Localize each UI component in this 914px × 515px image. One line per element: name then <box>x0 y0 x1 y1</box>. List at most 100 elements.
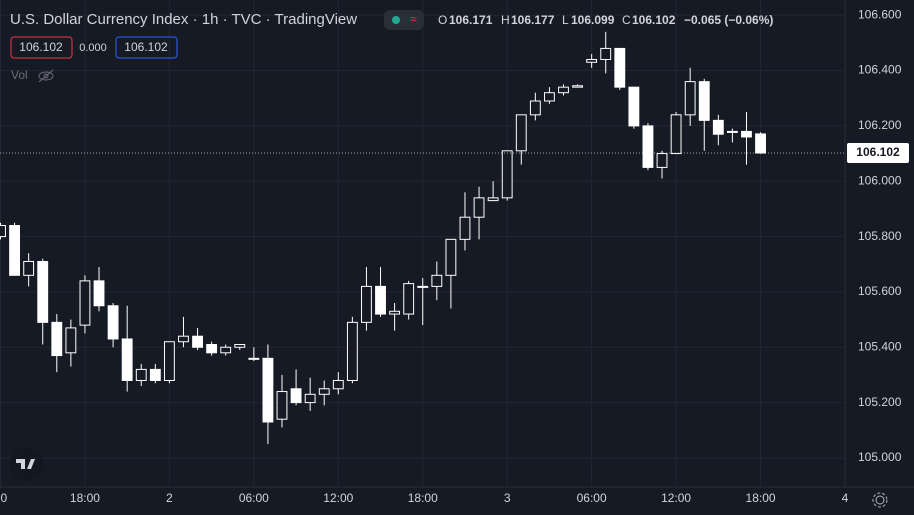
candle-body <box>23 260 35 276</box>
x-tick-label: 06:00 <box>577 491 607 505</box>
x-tick-label: 12:00 <box>661 491 691 505</box>
candle-body <box>304 393 316 404</box>
x-tick-label: 18:00 <box>746 491 776 505</box>
candle-body <box>572 85 584 88</box>
h-label: H <box>501 13 510 27</box>
candle-body <box>628 86 640 127</box>
volume-label: Vol <box>11 68 28 82</box>
candle-body <box>459 216 471 240</box>
candle-body <box>361 285 372 323</box>
candle-body <box>332 379 344 390</box>
candle-body <box>0 225 6 238</box>
candle-body <box>741 130 752 138</box>
candle-body <box>192 335 203 348</box>
y-tick-label: 106.200 <box>858 118 902 132</box>
candle-body <box>543 92 555 102</box>
candle-body <box>389 310 401 315</box>
candle-body <box>614 47 626 88</box>
last-price-box <box>847 143 909 164</box>
candle-body <box>93 280 105 307</box>
hide-icon[interactable] <box>38 69 54 83</box>
y-tick-label: 105.200 <box>858 395 902 409</box>
x-tick-label: 2 <box>166 491 173 505</box>
o-label: O <box>438 13 447 27</box>
candle-body <box>276 391 288 420</box>
x-tick-label: 06:00 <box>239 491 269 505</box>
candle-body <box>318 388 330 395</box>
l-label: L <box>562 13 569 27</box>
spread-value: 0.000 <box>79 42 107 54</box>
candle-body <box>487 197 499 202</box>
bid-badge[interactable] <box>10 36 73 59</box>
y-tick-label: 106.600 <box>858 7 902 21</box>
tv-logo[interactable] <box>10 447 44 481</box>
candle-body <box>346 321 358 381</box>
candle-body <box>163 341 175 381</box>
candle-body <box>375 285 386 315</box>
candle-body <box>206 343 218 354</box>
o-value: 106.171 <box>449 13 493 27</box>
x-tick-label: 3 <box>504 491 511 505</box>
candle-body <box>9 225 21 276</box>
chart-title: U.S. Dollar Currency Index · 1h · TVC · … <box>10 11 357 28</box>
h-value: 106.177 <box>511 13 555 27</box>
candle-body <box>403 283 415 315</box>
c-value: 106.102 <box>632 13 676 27</box>
grid <box>0 0 846 487</box>
x-tick-label: 18:00 <box>70 491 100 505</box>
candle-body <box>149 368 161 381</box>
candle-body <box>37 260 49 323</box>
ask-badge[interactable] <box>115 36 178 59</box>
candle-body <box>121 338 133 381</box>
status-toggle[interactable] <box>384 10 424 30</box>
candle-body <box>656 153 668 168</box>
x-tick-label: 00 <box>0 491 7 505</box>
candle-body <box>684 81 696 116</box>
candle-body <box>642 125 654 168</box>
y-tick-label: 105.600 <box>858 284 902 298</box>
x-tick-label: 12:00 <box>323 491 353 505</box>
candle-body <box>135 368 147 381</box>
y-tick-label: 105.000 <box>858 450 902 464</box>
candle-body <box>248 357 260 360</box>
candle-body <box>726 130 738 133</box>
candle-body <box>586 58 598 63</box>
candle-body <box>220 346 232 354</box>
c-label: C <box>622 13 631 27</box>
bid-value: 106.102 <box>19 40 63 54</box>
candle-body <box>79 280 91 326</box>
candle-body <box>712 119 724 135</box>
l-value: 106.099 <box>571 13 615 27</box>
y-tick-label: 105.400 <box>858 339 902 353</box>
status-dot <box>392 16 400 24</box>
x-tick-label: 4 <box>842 491 849 505</box>
status-icon: ≈ <box>410 12 417 26</box>
candle-body <box>501 150 513 199</box>
x-tick-label: 18:00 <box>408 491 438 505</box>
candle-body <box>65 327 77 354</box>
settings-icon[interactable] <box>872 492 888 508</box>
candle-body <box>234 343 246 348</box>
candle-body <box>290 388 302 404</box>
candle-body <box>515 114 527 152</box>
y-tick-label: 106.400 <box>858 63 902 77</box>
candle-body <box>417 285 429 288</box>
candle-body <box>473 197 485 218</box>
change: −0.065 (−0.06%) <box>684 13 773 27</box>
candle-body <box>529 100 541 116</box>
candle-body <box>262 357 274 423</box>
candle-body <box>698 81 710 121</box>
candle-body <box>178 335 189 343</box>
candle-body <box>107 305 119 340</box>
candle-body <box>431 274 443 287</box>
ohlc-header: O 106.171 H 106.177 L 106.099 C 106.102 … <box>438 13 773 27</box>
candle-body <box>600 47 612 60</box>
candle-body <box>558 86 569 94</box>
y-tick-label: 106.000 <box>858 173 902 187</box>
candle-body <box>670 114 682 155</box>
ask-value: 106.102 <box>124 40 168 54</box>
candles <box>0 31 766 445</box>
candle-body <box>445 238 457 276</box>
